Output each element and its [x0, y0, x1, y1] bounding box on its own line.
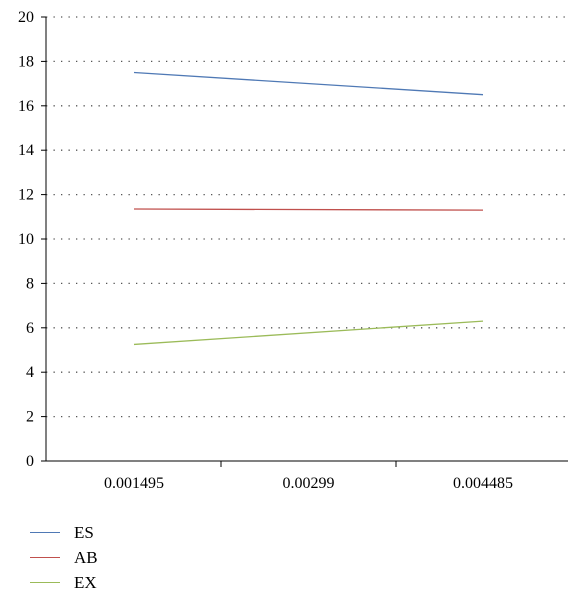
y-tick-label: 0	[26, 453, 34, 470]
legend-swatch-ex	[30, 581, 60, 584]
y-tick-label: 6	[26, 320, 34, 337]
y-tick-label: 14	[18, 142, 34, 159]
axes: 0 2 4 6 8 10 12 14 16 18 20 0.001495 0.00299 0.004485	[18, 9, 568, 492]
legend-label-ab: AB	[74, 547, 98, 567]
gridlines	[46, 16, 568, 418]
y-tick-label: 12	[18, 187, 34, 204]
legend: ES AB EX	[30, 520, 98, 595]
legend-item-ex: EX	[30, 570, 98, 595]
y-tick-label: 16	[18, 98, 34, 115]
y-tick-label: 4	[26, 364, 34, 381]
series-line-ab	[133, 208, 484, 211]
y-tick-label: 2	[26, 409, 34, 426]
legend-label-ex: EX	[74, 572, 97, 592]
y-tick-label: 20	[18, 9, 34, 26]
y-tick-label: 10	[18, 231, 34, 248]
y-tick-label: 18	[18, 53, 34, 70]
series-line-es	[133, 71, 484, 96]
legend-item-es: ES	[30, 520, 98, 545]
series-lines	[133, 71, 484, 346]
legend-swatch-es	[30, 531, 60, 534]
x-tick-label: 0.001495	[104, 475, 164, 492]
legend-item-ab: AB	[30, 545, 98, 570]
x-tick-label: 0.004485	[453, 475, 513, 492]
series-line-ex	[133, 320, 484, 346]
x-tick-label: 0.00299	[283, 475, 335, 492]
y-tick-label: 8	[26, 275, 34, 292]
legend-label-es: ES	[74, 522, 94, 542]
legend-swatch-ab	[30, 556, 60, 559]
